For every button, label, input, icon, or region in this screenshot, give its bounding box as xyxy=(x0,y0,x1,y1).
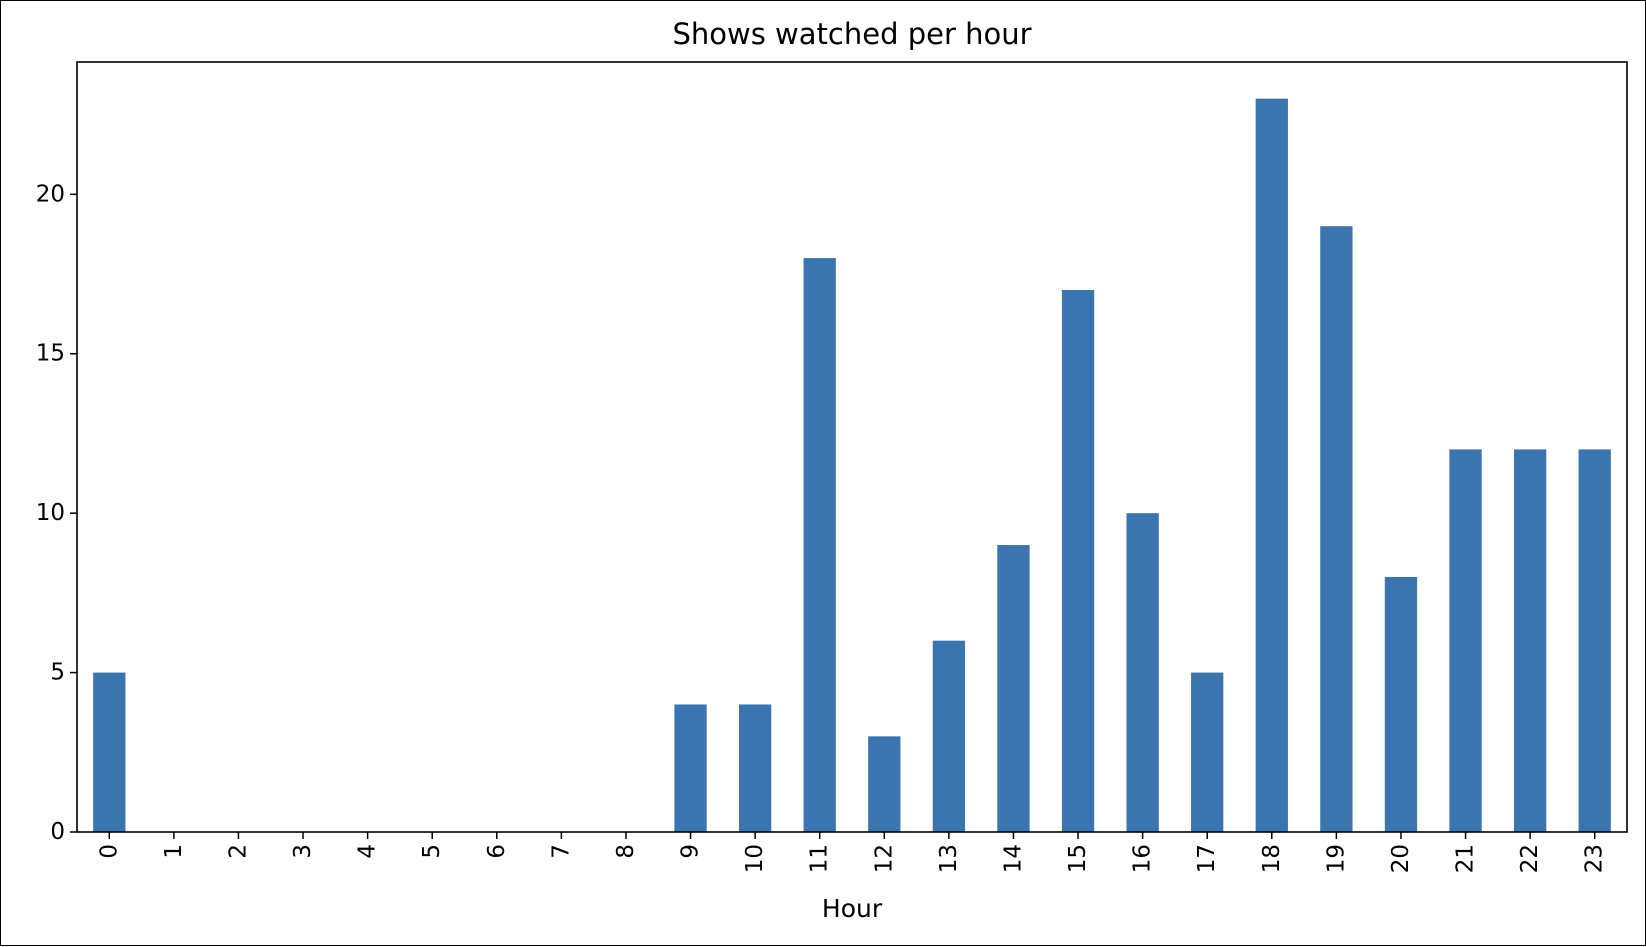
x-tick-label: 20 xyxy=(1388,844,1414,873)
x-tick-label: 19 xyxy=(1323,844,1349,873)
x-axis-label: Hour xyxy=(822,894,883,923)
x-tick-label: 7 xyxy=(548,844,574,859)
x-tick-label: 23 xyxy=(1582,844,1608,873)
x-tick-label: 10 xyxy=(742,844,768,873)
x-tick-label: 22 xyxy=(1517,844,1543,873)
bar-hour-22 xyxy=(1513,449,1547,832)
y-tick-label: 10 xyxy=(36,500,65,526)
plot-area-border xyxy=(76,61,1628,833)
x-tick-label: 4 xyxy=(355,844,381,859)
y-axis: 0 5 10 15 20 xyxy=(36,181,77,845)
x-tick-label: 1 xyxy=(161,844,187,859)
bar-hour-17 xyxy=(1191,672,1224,832)
bar-hour-10 xyxy=(738,704,772,832)
x-tick-label: 2 xyxy=(225,844,251,859)
y-tick-label: 15 xyxy=(36,341,65,367)
x-tick-label: 16 xyxy=(1130,844,1156,873)
x-tick-label: 12 xyxy=(871,844,897,873)
x-tick-label: 9 xyxy=(678,844,704,859)
bars-group xyxy=(93,98,1611,833)
x-tick-label: 3 xyxy=(290,844,316,859)
bar-hour-14 xyxy=(997,545,1030,832)
chart-title: Shows watched per hour xyxy=(672,17,1031,51)
bar-hour-9 xyxy=(674,704,707,832)
x-tick-label: 0 xyxy=(96,844,122,859)
x-tick-label: 11 xyxy=(807,844,833,873)
x-tick-label: 14 xyxy=(1000,844,1026,873)
bar-hour-20 xyxy=(1384,576,1418,832)
x-axis: 0 1 2 3 4 5 6 7 8 9 10 11 12 13 14 15 16 17 18 19 20 21 22 23 xyxy=(96,832,1608,873)
x-tick-label: 21 xyxy=(1453,844,1479,873)
x-tick-label: 6 xyxy=(484,844,510,859)
x-tick-label: 18 xyxy=(1259,844,1285,873)
x-tick-label: 17 xyxy=(1194,844,1220,873)
bar-hour-15 xyxy=(1061,289,1095,832)
bar-hour-21 xyxy=(1449,449,1482,832)
bar-hour-13 xyxy=(932,640,966,832)
bar-hour-0 xyxy=(93,672,126,832)
bar-hour-18 xyxy=(1255,98,1288,832)
bar-hour-23 xyxy=(1578,449,1611,832)
bar-hour-11 xyxy=(803,258,836,833)
y-tick-label: 20 xyxy=(36,181,65,207)
x-tick-label: 15 xyxy=(1065,844,1091,873)
x-tick-label: 13 xyxy=(936,844,962,873)
y-tick-label: 0 xyxy=(50,819,65,845)
bar-hour-12 xyxy=(868,736,901,832)
x-tick-label: 8 xyxy=(613,844,639,859)
y-tick-label: 5 xyxy=(50,660,65,686)
x-tick-label: 5 xyxy=(419,844,445,859)
bar-hour-16 xyxy=(1126,513,1159,832)
bar-hour-19 xyxy=(1320,226,1353,833)
